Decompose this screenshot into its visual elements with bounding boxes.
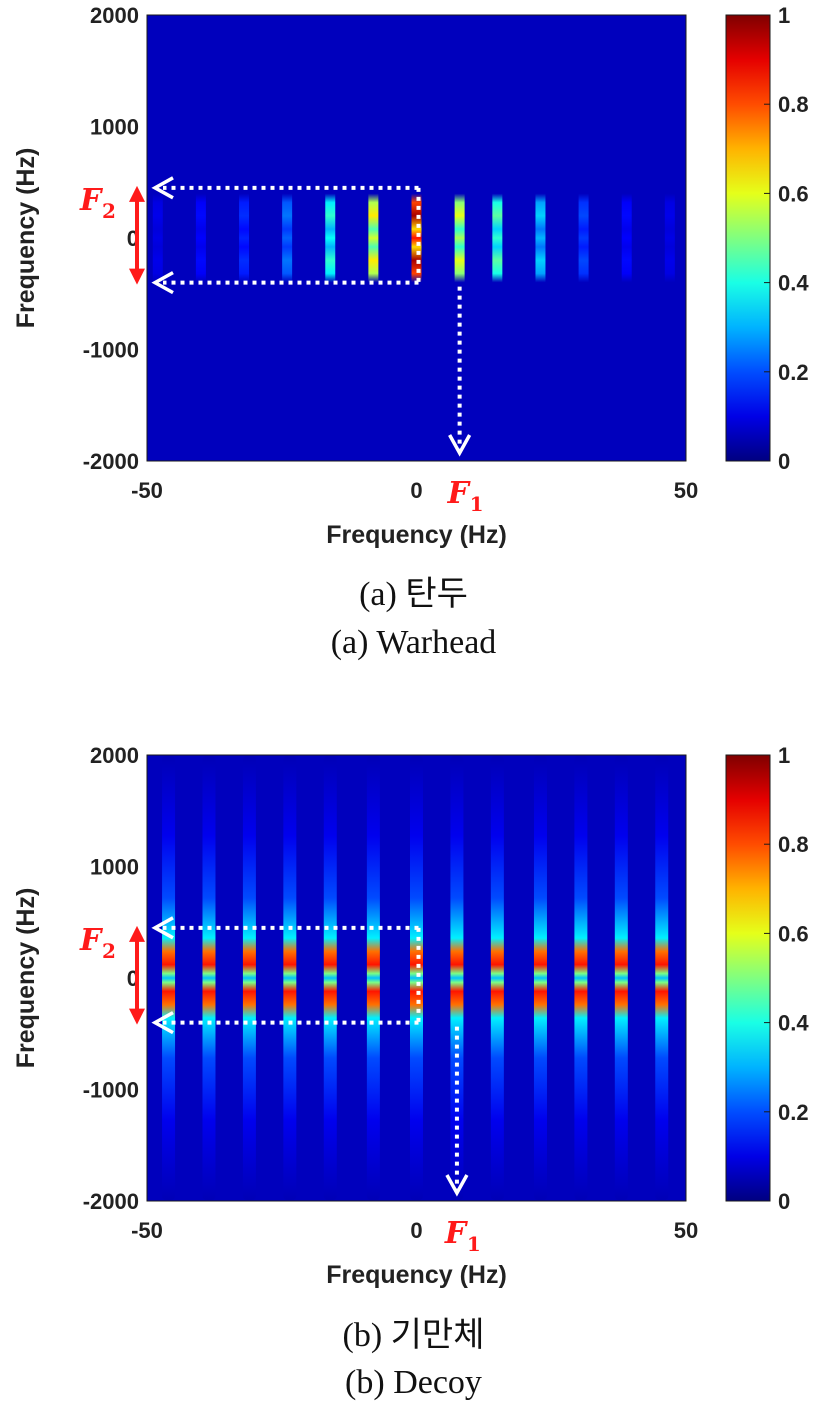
colorbar-tick-label: 0.2 xyxy=(778,1100,809,1125)
f2-subscript: 2 xyxy=(102,199,116,223)
colorbar xyxy=(725,14,771,462)
y-axis-label: Frequency (Hz) xyxy=(12,148,40,329)
spectral-line xyxy=(533,756,547,1200)
x-tick-label: 50 xyxy=(674,1218,698,1243)
plot-frame xyxy=(146,754,687,1202)
spectral-line xyxy=(454,16,465,460)
plot-frame xyxy=(146,14,687,462)
arrow-head-icon xyxy=(445,1174,469,1197)
spectral-line xyxy=(450,756,464,1200)
y-tick-label: -1000 xyxy=(83,1078,139,1103)
f1-subscript: 1 xyxy=(470,492,484,516)
colorbar-tick-label: 0 xyxy=(778,449,790,474)
arrow-head-icon xyxy=(151,271,174,295)
x-tick-label: -50 xyxy=(131,1218,163,1243)
y-tick-label: -1000 xyxy=(83,338,139,363)
f2-label: F xyxy=(79,923,104,958)
colorbar-tick-label: 0.2 xyxy=(778,360,809,385)
caption-ko-warhead: (a) 탄두 xyxy=(359,576,468,613)
x-tick-label: 0 xyxy=(410,1218,422,1243)
colorbar xyxy=(725,754,771,1202)
spectral-line xyxy=(202,756,216,1200)
spectral-line xyxy=(162,756,176,1200)
arrow-head-icon xyxy=(129,1008,145,1025)
arrow-head-icon xyxy=(129,268,145,285)
caption-ko-decoy: (b) 기만체 xyxy=(342,1317,485,1354)
spectral-line xyxy=(614,756,628,1200)
y-tick-label: 2000 xyxy=(90,743,139,768)
caption-en-decoy: (b) Decoy xyxy=(345,1364,482,1401)
decoy-spectrum-chart: -50 0 50 2000 1000 0 -1000 -2000 Frequency (Hz) F… xyxy=(12,743,809,1289)
spectral-line xyxy=(664,16,675,460)
spectral-line xyxy=(574,756,588,1200)
x-tick-label: 0 xyxy=(410,478,422,503)
arrow-head-icon xyxy=(151,916,174,940)
spectral-line xyxy=(152,16,163,460)
arrow-head-icon xyxy=(448,434,472,457)
caption-en-warhead: (a) Warhead xyxy=(330,624,497,661)
colorbar-tick-label: 1 xyxy=(778,3,790,28)
colorbar-tick-label: 0.8 xyxy=(778,92,809,117)
spectral-line xyxy=(492,16,503,460)
y-tick-label: 2000 xyxy=(90,3,139,28)
x-axis-label: Frequency (Hz) xyxy=(326,1261,507,1289)
spectral-line xyxy=(490,756,504,1200)
spectral-line xyxy=(242,756,256,1200)
colorbar-tick-label: 0 xyxy=(778,1189,790,1214)
x-tick-label: 50 xyxy=(674,478,698,503)
arrow-head-icon xyxy=(129,185,145,202)
spectral-line xyxy=(410,756,423,1200)
spectral-line xyxy=(578,16,589,460)
f1-label: F xyxy=(447,476,472,511)
chart-panel-warhead: -50 0 50 2000 1000 0 -1000 -2000 Frequency (Hz) F… xyxy=(0,0,827,560)
y-tick-label: 1000 xyxy=(90,855,139,880)
arrow-head-icon xyxy=(151,176,174,200)
arrow-head-icon xyxy=(129,925,145,942)
spectral-line xyxy=(283,756,297,1200)
f2-label: F xyxy=(79,183,104,218)
spectral-line xyxy=(535,16,546,460)
spectral-line xyxy=(239,16,250,460)
spectral-line xyxy=(411,16,422,460)
arrow-head-icon xyxy=(151,1011,174,1035)
y-tick-label: -2000 xyxy=(83,1189,139,1214)
spectral-line xyxy=(282,16,293,460)
spectral-line xyxy=(621,16,632,460)
colorbar-tick-label: 0.4 xyxy=(778,271,809,296)
colorbar-tick-label: 0.6 xyxy=(778,921,809,946)
warhead-spectrum-chart: -50 0 50 2000 1000 0 -1000 -2000 Frequency (Hz) F… xyxy=(12,3,809,549)
y-tick-label: -2000 xyxy=(83,449,139,474)
spectral-line xyxy=(195,16,206,460)
f2-subscript: 2 xyxy=(102,939,116,963)
spectral-line xyxy=(323,756,337,1200)
y-tick-label: 1000 xyxy=(90,115,139,140)
spectral-line xyxy=(655,756,669,1200)
colorbar-tick-label: 1 xyxy=(778,743,790,768)
y-axis-label: Frequency (Hz) xyxy=(12,888,40,1069)
x-axis-label: Frequency (Hz) xyxy=(326,521,507,549)
spectral-line xyxy=(366,756,380,1200)
spectral-line xyxy=(325,16,336,460)
colorbar-tick-label: 0.4 xyxy=(778,1011,809,1036)
colorbar-tick-label: 0.6 xyxy=(778,181,809,206)
f1-subscript: 1 xyxy=(467,1232,481,1256)
spectral-line xyxy=(368,16,379,460)
f1-label: F xyxy=(444,1216,469,1251)
x-tick-label: -50 xyxy=(131,478,163,503)
colorbar-tick-label: 0.8 xyxy=(778,832,809,857)
chart-panel-decoy: -50 0 50 2000 1000 0 -1000 -2000 Frequency (Hz) F… xyxy=(0,740,827,1300)
